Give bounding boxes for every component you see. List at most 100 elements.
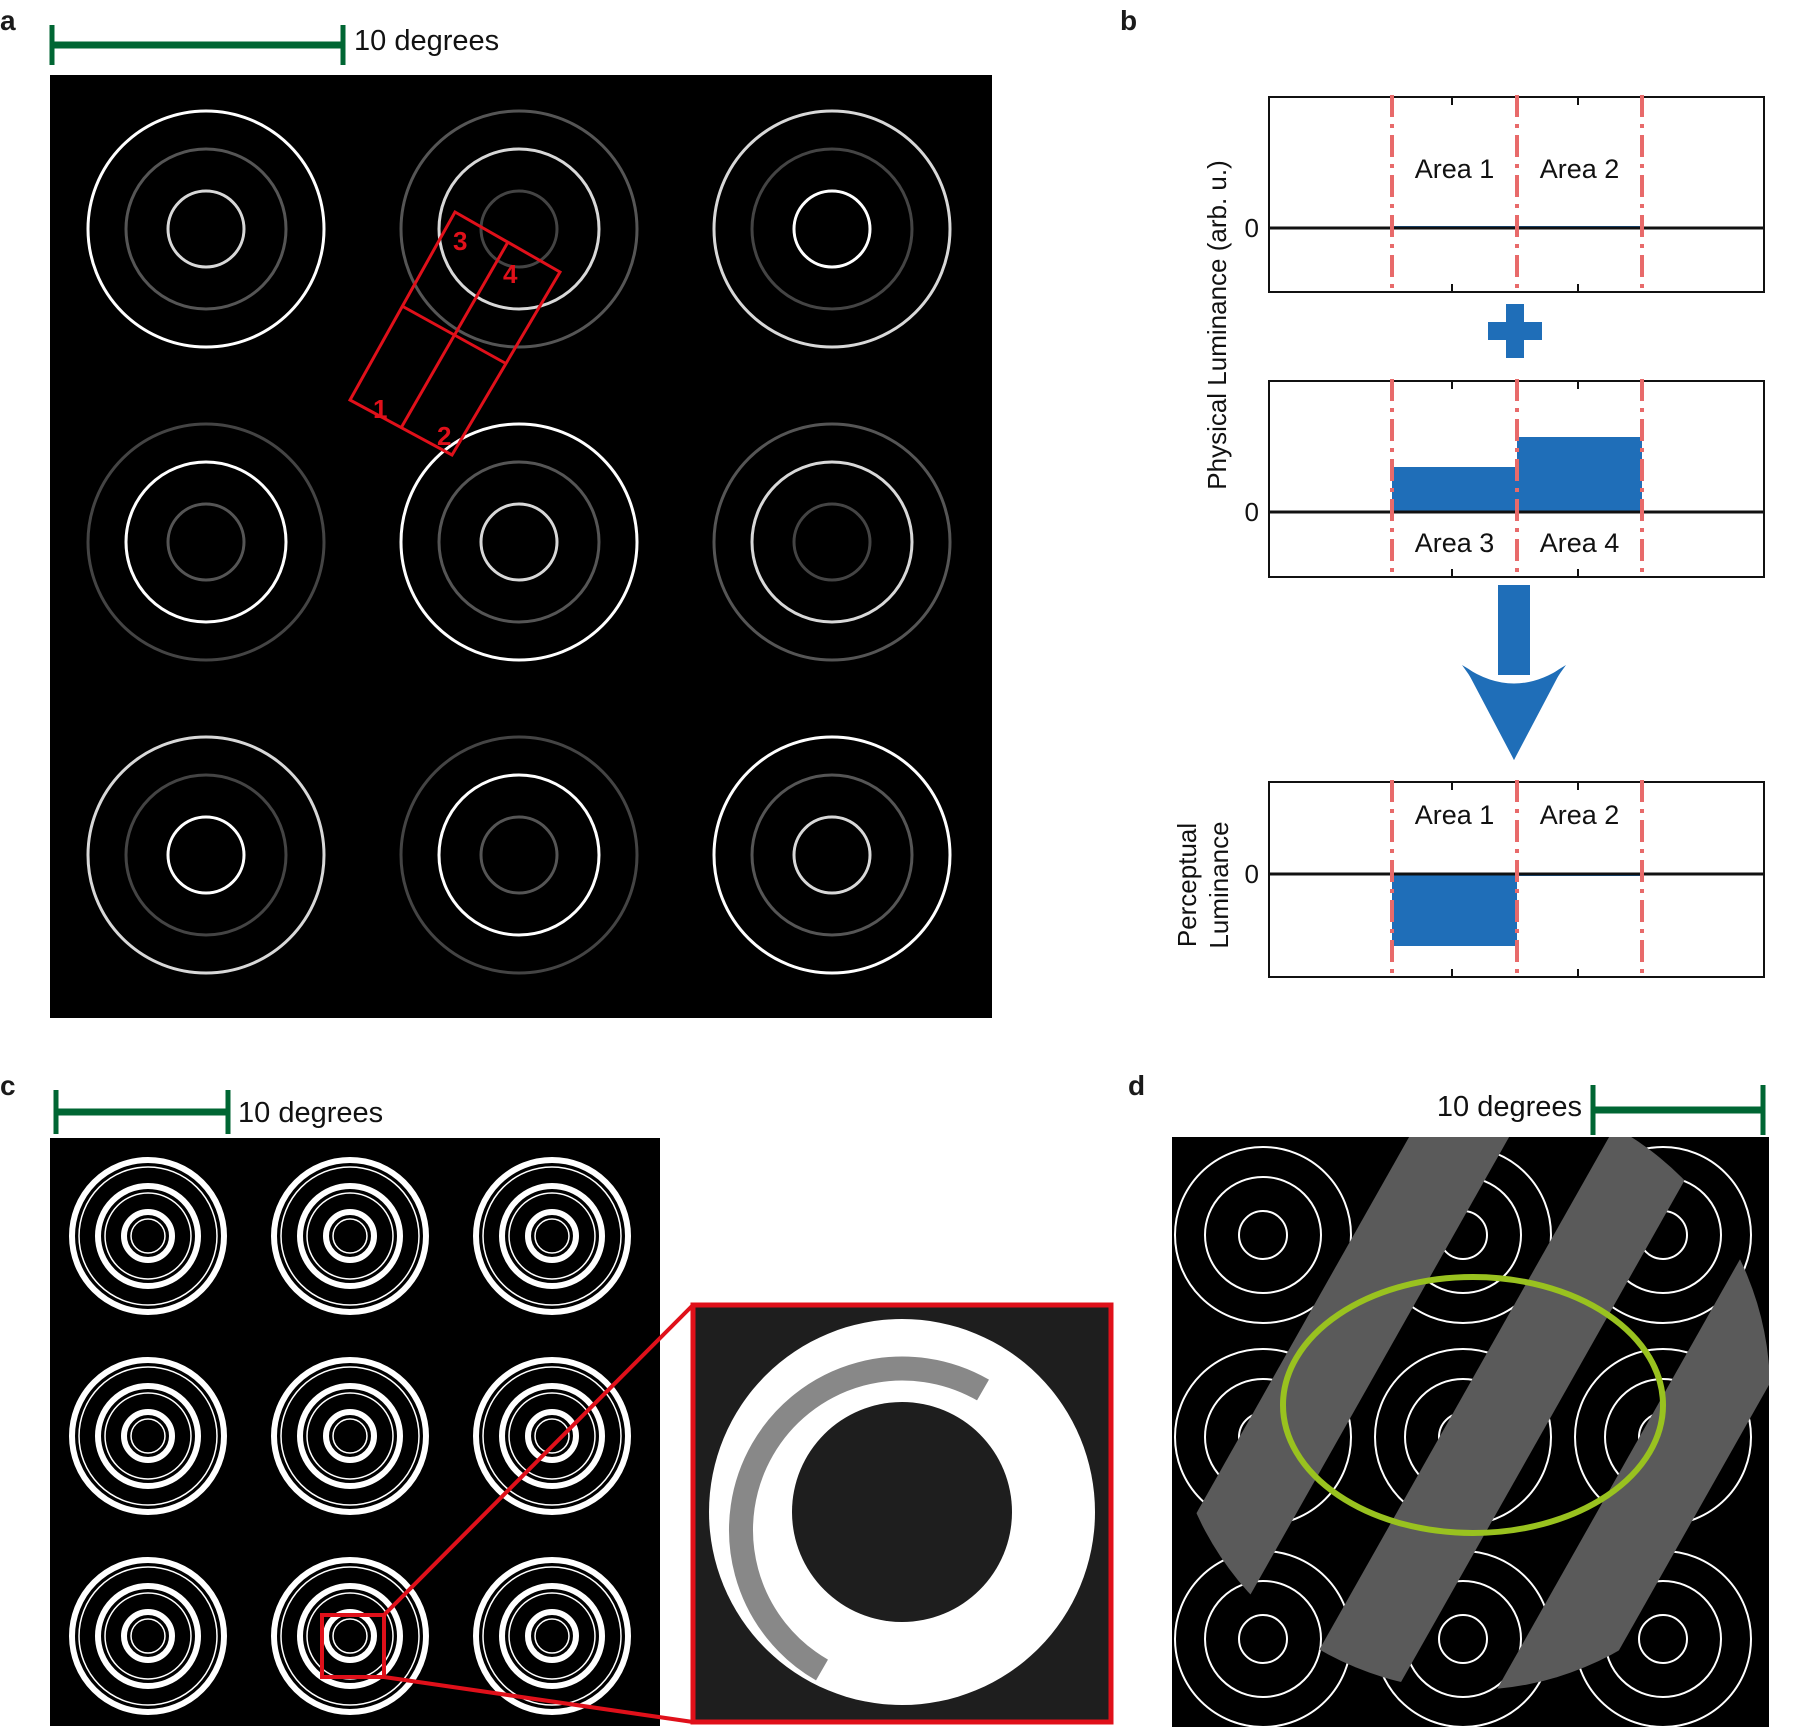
ring-set xyxy=(271,1557,429,1715)
scale-bar-d xyxy=(1590,1085,1766,1135)
ring-inner xyxy=(306,1392,394,1480)
ring xyxy=(499,1183,605,1289)
zoom-connector xyxy=(320,1303,695,1724)
panel-letter-b: b xyxy=(1120,5,1137,36)
ring-set xyxy=(712,735,952,975)
ring xyxy=(323,1609,377,1663)
ring xyxy=(792,189,872,269)
ring-set xyxy=(473,1557,631,1715)
ring xyxy=(525,1409,579,1463)
ring xyxy=(525,1209,579,1263)
ring-set xyxy=(69,1357,227,1515)
ring-inner xyxy=(482,1566,622,1706)
ylabel-perceptual-1: Perceptual xyxy=(1172,823,1202,947)
ring-set xyxy=(473,1157,631,1315)
ring xyxy=(271,1557,429,1715)
ring-set xyxy=(712,109,952,349)
ring-set xyxy=(399,735,639,975)
ring-inner xyxy=(534,1218,570,1254)
ring-inner xyxy=(130,1218,166,1254)
ring xyxy=(712,422,952,662)
grating-stripes xyxy=(1172,1137,1769,1690)
ring xyxy=(750,147,914,311)
ring xyxy=(297,1383,403,1489)
ring-set xyxy=(271,1357,429,1515)
ring xyxy=(86,422,326,662)
ring xyxy=(792,815,872,895)
ring-inner xyxy=(508,1192,596,1280)
ring-inner xyxy=(508,1392,596,1480)
ring xyxy=(95,1383,201,1489)
ring xyxy=(166,189,246,269)
ring xyxy=(271,1157,429,1315)
ring xyxy=(399,422,639,662)
ring-set xyxy=(86,109,326,349)
ring-set xyxy=(86,735,326,975)
stripe-3 xyxy=(1440,1137,1769,1690)
ring xyxy=(86,109,326,349)
ring xyxy=(750,460,914,624)
bar-label: Area 1 xyxy=(1415,800,1495,830)
ring xyxy=(166,815,246,895)
ring xyxy=(124,460,288,624)
ring-inner xyxy=(280,1566,420,1706)
ring xyxy=(473,1157,631,1315)
ring-inner xyxy=(306,1192,394,1280)
stimulus-a-background xyxy=(50,75,992,1018)
ring xyxy=(297,1583,403,1689)
ring-inner xyxy=(104,1192,192,1280)
ring xyxy=(792,502,872,582)
bar xyxy=(1392,467,1517,512)
ring xyxy=(271,1357,429,1515)
ring-inner xyxy=(534,1418,570,1454)
ring-inner xyxy=(482,1166,622,1306)
ring-set xyxy=(399,109,639,349)
ring xyxy=(124,773,288,937)
ring xyxy=(437,147,601,311)
scale-bar-c xyxy=(53,1090,231,1134)
ring-inner xyxy=(104,1592,192,1680)
ring xyxy=(297,1183,403,1289)
ring-inner xyxy=(332,1618,368,1654)
ring xyxy=(323,1409,377,1463)
ring xyxy=(479,815,559,895)
ring xyxy=(95,1583,201,1689)
bar-label: Area 1 xyxy=(1415,154,1495,184)
attention-ellipse xyxy=(1280,1274,1666,1536)
ring xyxy=(1438,1614,1488,1664)
ring xyxy=(1204,1580,1322,1698)
ring xyxy=(121,1209,175,1263)
panel-letter-c: c xyxy=(0,1070,16,1101)
scale-bar-a xyxy=(49,25,346,65)
chart-physical-bottom: Area 3 Area 4 0 xyxy=(1245,379,1765,579)
ring xyxy=(121,1409,175,1463)
bar-label: Area 2 xyxy=(1540,800,1620,830)
ring-inner xyxy=(78,1166,218,1306)
scale-bar-label-c: 10 degrees xyxy=(238,1097,383,1129)
chart-perceptual: Area 1 Area 2 0 xyxy=(1245,780,1765,979)
ring xyxy=(399,109,639,349)
y-tick-label: 0 xyxy=(1245,213,1259,243)
ring-inner xyxy=(104,1392,192,1480)
ring-set xyxy=(473,1357,631,1515)
ring xyxy=(95,1183,201,1289)
bar-label: Area 2 xyxy=(1540,154,1620,184)
ring-set xyxy=(1174,1146,1352,1324)
ring-inner xyxy=(78,1366,218,1506)
chart-physical-top: Area 1 Area 2 0 xyxy=(1245,95,1765,294)
ring xyxy=(499,1383,605,1489)
region-label-4: 4 xyxy=(503,259,518,289)
ring xyxy=(1638,1614,1688,1664)
ring xyxy=(1238,1614,1288,1664)
bar xyxy=(1517,437,1642,512)
bar-label: Area 3 xyxy=(1415,528,1495,558)
zoom-inset xyxy=(690,1302,1114,1725)
ring xyxy=(473,1557,631,1715)
stripe-1 xyxy=(1172,1137,1530,1690)
ring xyxy=(437,773,601,937)
ylabel-perceptual-2: Luminance xyxy=(1204,821,1234,948)
ring xyxy=(399,735,639,975)
ring xyxy=(712,735,952,975)
ring xyxy=(166,502,246,582)
